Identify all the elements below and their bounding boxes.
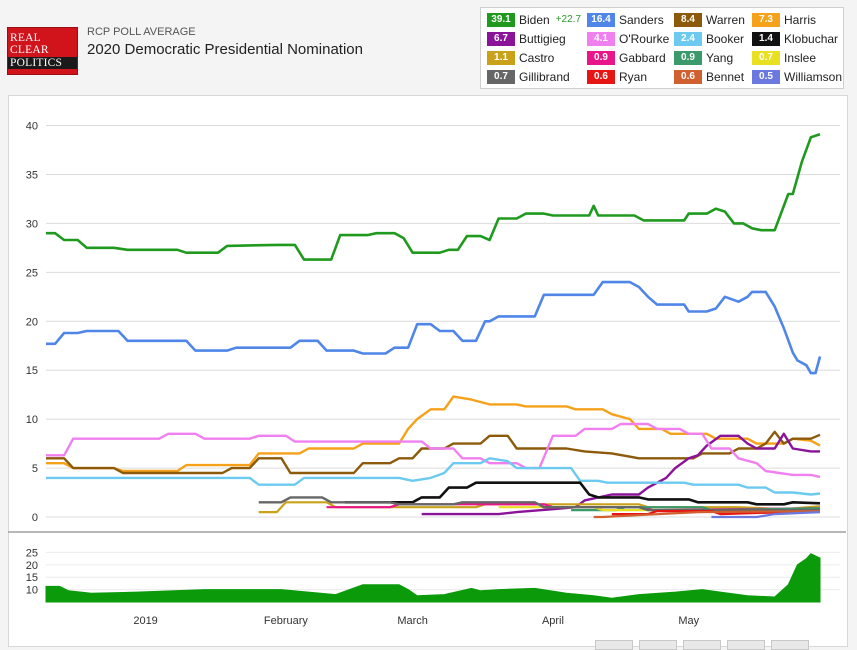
spread-area <box>45 553 821 603</box>
series-line-gillibrand <box>258 496 820 512</box>
y-tick-label: 10 <box>26 414 38 426</box>
series-line-sanders <box>46 280 822 375</box>
y-tick-label: 40 <box>26 121 38 133</box>
logo-line-2: CLEAR <box>10 44 49 56</box>
series-line-harris <box>46 395 821 473</box>
legend-name: Yang <box>706 50 734 65</box>
series-line-warren <box>46 430 821 475</box>
legend-name: Ryan <box>619 69 648 84</box>
chart-header: REAL CLEAR POLITICS RCP POLL AVERAGE 202… <box>0 0 857 95</box>
legend-item[interactable]: 0.6 Ryan <box>587 69 647 85</box>
logo-line-1: REAL <box>10 32 41 44</box>
legend-name: Sanders <box>619 12 664 27</box>
legend-item[interactable]: 0.9 Yang <box>674 50 733 66</box>
legend-value: 7.3 <box>752 12 780 27</box>
legend-name: Castro <box>519 50 555 65</box>
legend-name: Inslee <box>784 50 817 65</box>
series-line-booker <box>46 457 821 496</box>
legend-name: Warren <box>706 12 745 27</box>
range-button[interactable] <box>595 640 633 650</box>
spread-y-tick-label: 15 <box>26 572 38 584</box>
range-button[interactable] <box>727 640 765 650</box>
legend-item[interactable]: 1.1 Castro <box>487 50 554 66</box>
legend-item[interactable]: 2.4 Booker <box>674 31 744 47</box>
legend-item[interactable]: 8.4 Warren <box>674 12 745 28</box>
series-line-klobuchar <box>344 481 821 506</box>
x-tick-label: May <box>678 615 699 627</box>
range-button[interactable] <box>639 640 677 650</box>
legend-value: 0.7 <box>487 69 515 84</box>
legend-value: 0.5 <box>752 69 780 84</box>
legend-value: 39.1 <box>487 12 515 27</box>
legend-value: 6.7 <box>487 31 515 46</box>
y-tick-label: 20 <box>26 316 38 328</box>
legend-value: 0.9 <box>674 50 702 65</box>
y-tick-label: 15 <box>26 365 38 377</box>
legend-item[interactable]: 16.4 Sanders <box>587 12 664 28</box>
legend-item[interactable]: 0.7 Gillibrand <box>487 69 570 85</box>
legend-value: 8.4 <box>674 12 702 27</box>
legend-value: 1.1 <box>487 50 515 65</box>
legend-item[interactable]: 39.1 Biden +22.7 <box>487 12 581 28</box>
legend-value: 0.6 <box>674 69 702 84</box>
legend-item[interactable]: 7.3 Harris <box>752 12 816 28</box>
y-tick-label: 35 <box>26 169 38 181</box>
legend-name: O'Rourke <box>619 31 670 46</box>
range-button[interactable] <box>771 640 809 650</box>
series-line-biden <box>46 133 821 261</box>
y-tick-label: 25 <box>26 267 38 279</box>
logo-line-3: POLITICS <box>8 57 77 69</box>
legend-item[interactable]: 1.4 Klobuchar <box>752 31 838 47</box>
legend-value: 0.7 <box>752 50 780 65</box>
spread-y-tick-label: 10 <box>26 585 38 597</box>
legend-item[interactable]: 0.9 Gabbard <box>587 50 666 66</box>
poll-average-label: RCP POLL AVERAGE <box>87 26 196 38</box>
series-line-bennet <box>593 510 821 519</box>
legend-name: Biden <box>519 12 550 27</box>
legend-value: 0.6 <box>587 69 615 84</box>
spread-y-tick-label: 20 <box>26 560 38 572</box>
legend-value: 2.4 <box>674 31 702 46</box>
x-tick-label: March <box>397 615 428 627</box>
candidate-legend: 39.1 Biden +22.7 16.4 Sanders 8.4 Warren 7.3 Har… <box>480 7 844 89</box>
legend-item[interactable]: 0.5 Williamson <box>752 69 842 85</box>
legend-name: Williamson <box>784 69 843 84</box>
legend-value: 1.4 <box>752 31 780 46</box>
spread-y-tick-label: 25 <box>26 547 38 559</box>
y-tick-label: 30 <box>26 218 38 230</box>
legend-value: 4.1 <box>587 31 615 46</box>
plot-area <box>40 100 840 532</box>
x-tick-label: April <box>542 615 564 627</box>
x-tick-label: 2019 <box>133 615 157 627</box>
y-tick-label: 5 <box>32 463 38 475</box>
series-line-williamson <box>711 511 821 519</box>
legend-item[interactable]: 4.1 O'Rourke <box>587 31 669 47</box>
legend-name: Booker <box>706 31 745 46</box>
legend-name: Gillibrand <box>519 69 570 84</box>
range-button[interactable] <box>683 640 721 650</box>
legend-value: 0.9 <box>587 50 615 65</box>
legend-name: Gabbard <box>619 50 666 65</box>
legend-value: 16.4 <box>587 12 615 27</box>
y-tick-label: 0 <box>32 512 38 524</box>
legend-item[interactable]: 0.7 Inslee <box>752 50 816 66</box>
legend-name: Bennet <box>706 69 745 84</box>
legend-name: Harris <box>784 12 816 27</box>
rcp-logo[interactable]: REAL CLEAR POLITICS <box>7 27 78 75</box>
legend-name: Buttigieg <box>519 31 566 46</box>
x-tick-label: February <box>264 615 309 627</box>
legend-item[interactable]: 0.6 Bennet <box>674 69 744 85</box>
chart-title: 2020 Democratic Presidential Nomination <box>87 41 363 58</box>
legend-spread: +22.7 <box>555 14 582 26</box>
legend-name: Klobuchar <box>784 31 839 46</box>
legend-item[interactable]: 6.7 Buttigieg <box>487 31 566 47</box>
